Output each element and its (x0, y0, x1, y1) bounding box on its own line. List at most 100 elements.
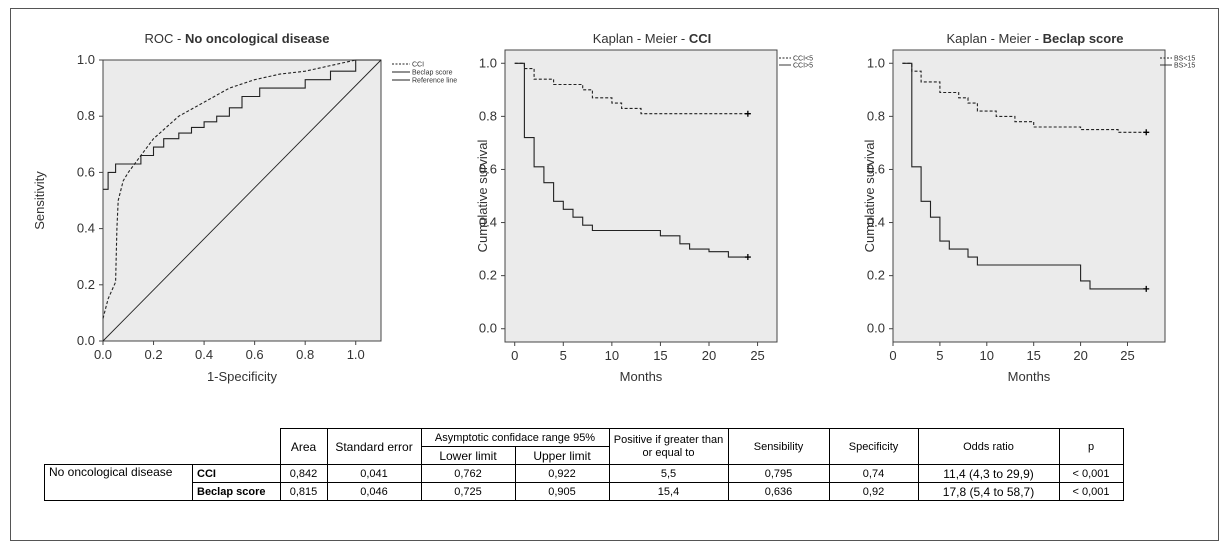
series-line-1 (902, 62, 1147, 290)
figure-frame (10, 8, 1219, 541)
legend-label: CCI (412, 62, 424, 69)
x-tick-label: 0.4 (195, 347, 213, 362)
cell-p: < 0,001 (1058, 464, 1124, 483)
x-tick-label: 1.0 (347, 347, 365, 362)
header-area: Area (279, 428, 328, 465)
y-tick-label: 0.2 (479, 268, 497, 283)
cell-p: < 0,001 (1058, 482, 1124, 501)
x-tick-label: 20 (1073, 348, 1087, 363)
chart-2: Kaplan - Meier - Beclap score 0 5 10 15 20 25 0… (862, 31, 1195, 384)
legend-label: Beclap score (412, 70, 453, 77)
x-tick-label: 25 (1120, 348, 1134, 363)
x-tick-label: 0.2 (145, 347, 163, 362)
header-lower-limit: Lower limit (420, 446, 516, 465)
x-tick-label: 20 (702, 348, 716, 363)
x-tick-label: 5 (560, 348, 567, 363)
cell-lower: 0,725 (420, 482, 516, 501)
series-line-2 (102, 59, 382, 342)
cell-upper: 0,922 (514, 464, 610, 483)
chart-title-prefix: Kaplan - Meier - (593, 31, 689, 46)
cell-specificity: 0,92 (828, 482, 919, 501)
y-axis-label: Sensitivity (32, 171, 47, 230)
cell-positive: 15,4 (608, 482, 729, 501)
chart-title-prefix: ROC - (145, 31, 185, 46)
x-tick-label: 15 (653, 348, 667, 363)
chart-title: Kaplan - Meier - CCI (593, 31, 711, 46)
cell-odds: 17,8 (5,4 to 58,7) (917, 482, 1060, 501)
statistics-table: Area Standard error Asymptotic confidace… (44, 428, 1124, 501)
y-axis-label: Cumulative survival (862, 140, 877, 253)
row-name: Beclap score (192, 482, 281, 501)
y-tick-label: 1.0 (479, 55, 497, 70)
y-tick-label: 0.0 (867, 321, 885, 336)
cell-area: 0,842 (279, 464, 328, 483)
header-specificity: Specificity (828, 428, 919, 465)
x-tick-label: 0 (889, 348, 896, 363)
chart-0: ROC - No oncological disease 0.0 0.2 0.4 0.6… (32, 31, 457, 384)
y-tick-label: 0.2 (77, 277, 95, 292)
x-tick-label: 0 (511, 348, 518, 363)
header-sensibility: Sensibility (727, 428, 830, 465)
series-line-0 (514, 62, 748, 115)
charts-canvas: ROC - No oncological disease 0.0 0.2 0.4 0.6… (32, 31, 1195, 384)
header-standard-error: Standard error (326, 428, 422, 465)
censor-mark (1143, 129, 1150, 136)
y-tick-label: 0.0 (479, 321, 497, 336)
chart-title-bold: Beclap score (1043, 31, 1124, 46)
x-tick-label: 10 (605, 348, 619, 363)
x-tick-label: 5 (936, 348, 943, 363)
x-tick-label: 10 (980, 348, 994, 363)
y-tick-label: 0.4 (77, 221, 95, 236)
header-asymptotic-range: Asymptotic confidace range 95% (420, 428, 610, 447)
x-tick-label: 25 (750, 348, 764, 363)
cell-area: 0,815 (279, 482, 328, 501)
legend-label: BS>15 (1174, 63, 1195, 70)
header-p: p (1058, 428, 1124, 465)
legend-label: BS<15 (1174, 56, 1195, 63)
cell-standard-error: 0,041 (326, 464, 422, 483)
group-label: No oncological disease (44, 464, 193, 501)
row-name: CCI (192, 464, 281, 483)
y-tick-label: 0.6 (77, 164, 95, 179)
x-axis-label: Months (620, 369, 663, 384)
cell-lower: 0,762 (420, 464, 516, 483)
legend-label: CCI<5 (793, 56, 813, 63)
y-tick-label: 0.6 (479, 161, 497, 176)
series-line-1 (103, 59, 381, 190)
censor-mark (1143, 285, 1150, 292)
header-upper-limit: Upper limit (514, 446, 610, 465)
y-tick-label: 1.0 (867, 55, 885, 70)
x-tick-label: 0.0 (94, 347, 112, 362)
x-axis-label: 1-Specificity (207, 369, 278, 384)
cell-standard-error: 0,046 (326, 482, 422, 501)
x-axis-label: Months (1008, 369, 1051, 384)
table-row: No oncological disease CCI 0,842 0,041 0… (44, 464, 1124, 501)
y-tick-label: 0.4 (867, 215, 885, 230)
cell-specificity: 0,74 (828, 464, 919, 483)
chart-title: ROC - No oncological disease (145, 31, 330, 46)
censor-mark (744, 110, 751, 117)
y-tick-label: 1.0 (77, 52, 95, 67)
header-odds-ratio: Odds ratio (917, 428, 1060, 465)
table-row: Beclap score 0,815 0,046 0,725 0,905 15,… (45, 482, 1124, 501)
x-tick-label: 15 (1026, 348, 1040, 363)
chart-title: Kaplan - Meier - Beclap score (946, 31, 1123, 46)
legend-label: Reference line (412, 78, 457, 85)
series-line-0 (902, 62, 1147, 133)
chart-title-bold: CCI (689, 31, 711, 46)
x-tick-label: 0.8 (296, 347, 314, 362)
y-tick-label: 0.6 (867, 161, 885, 176)
plot-area (892, 49, 1166, 343)
cell-odds: 11,4 (4,3 to 29,9) (917, 464, 1060, 483)
y-axis-label: Cumulative survival (475, 140, 490, 253)
y-tick-label: 0.8 (77, 108, 95, 123)
x-tick-label: 0.6 (246, 347, 264, 362)
plot-area (504, 49, 778, 343)
censor-mark (744, 254, 751, 261)
chart-1: Kaplan - Meier - CCI 0 5 10 15 20 25 0.0 0.2 0.4 0… (475, 31, 813, 384)
y-tick-label: 0.8 (479, 108, 497, 123)
chart-title-bold: No oncological disease (185, 31, 330, 46)
series-line-1 (514, 62, 748, 258)
y-tick-label: 0.2 (867, 268, 885, 283)
legend-label: CCI>5 (793, 63, 813, 70)
